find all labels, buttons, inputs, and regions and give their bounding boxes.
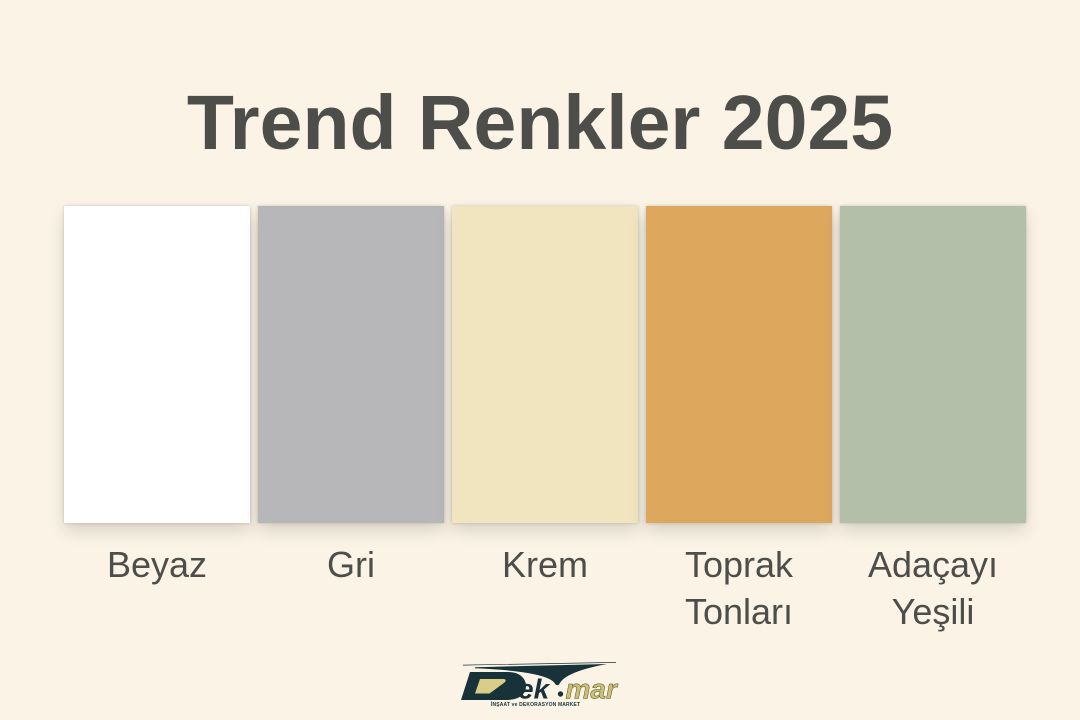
svg-text:mar: mar bbox=[566, 674, 619, 705]
svg-text:İNŞAAT ve DEKORASYON MARKET: İNŞAAT ve DEKORASYON MARKET bbox=[491, 701, 580, 708]
svg-text:ek: ek bbox=[518, 674, 551, 705]
